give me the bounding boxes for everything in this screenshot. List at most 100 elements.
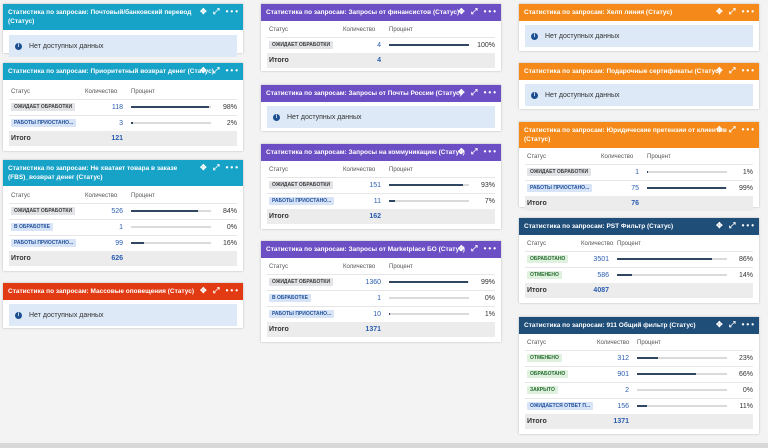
expand-icon[interactable]: ⤢ (212, 66, 222, 75)
column-header-status[interactable]: Статус (269, 263, 288, 270)
count-value[interactable]: 99 (83, 234, 129, 251)
column-header-count[interactable]: Количество (85, 192, 118, 199)
column-header-status[interactable]: Статус (269, 26, 288, 33)
move-icon[interactable]: ✥ (458, 88, 467, 97)
column-header-count[interactable]: Количество (85, 88, 118, 95)
column-header-percent[interactable]: Процент (647, 153, 671, 160)
expand-icon[interactable]: ⤢ (212, 286, 222, 295)
column-header-count[interactable]: Количество (343, 263, 376, 270)
more-menu-icon[interactable]: ••• (741, 320, 756, 329)
move-icon[interactable]: ✥ (716, 7, 725, 16)
count-value[interactable]: 526 (83, 202, 129, 219)
widget-header[interactable]: Статистика по запросам: 911 Общий фильтр… (519, 317, 759, 334)
table-row[interactable]: РАБОТЫ ПРИОСТАНО... 3 2% (9, 114, 237, 131)
table-row[interactable]: ОЖИДАЕТ ОБРАБОТКИ 151 93% (267, 176, 495, 193)
more-menu-icon[interactable]: ••• (225, 66, 240, 75)
table-row[interactable]: ОЖИДАЕТ ОБРАБОТКИ 1 1% (525, 163, 753, 180)
count-value[interactable]: 586 (579, 266, 615, 283)
column-header-status[interactable]: Статус (11, 88, 30, 95)
table-row[interactable]: ЗАКРЫТО 2 0% (525, 381, 753, 398)
count-value[interactable]: 4 (341, 36, 387, 53)
table-row[interactable]: ОТМЕНЕНО 312 23% (525, 349, 753, 366)
move-icon[interactable]: ✥ (458, 147, 467, 156)
column-header-count[interactable]: Количество (343, 26, 376, 33)
table-row[interactable]: РАБОТЫ ПРИОСТАНО... 99 16% (9, 234, 237, 251)
more-menu-icon[interactable]: ••• (225, 286, 240, 295)
column-header-percent[interactable]: Процент (131, 192, 155, 199)
move-icon[interactable]: ✥ (716, 66, 725, 75)
count-value[interactable]: 312 (595, 349, 635, 366)
count-value[interactable]: 156 (595, 397, 635, 414)
count-value[interactable]: 3501 (579, 250, 615, 267)
table-row[interactable]: ОБРАБОТАНО 901 66% (525, 365, 753, 382)
total-value[interactable]: 4087 (579, 283, 615, 298)
more-menu-icon[interactable]: ••• (483, 88, 498, 97)
table-row[interactable]: ОЖИДАЕТ ОБРАБОТКИ 1360 99% (267, 273, 495, 290)
more-menu-icon[interactable]: ••• (225, 163, 240, 172)
total-value[interactable]: 121 (83, 131, 129, 146)
table-row[interactable]: РАБОТЫ ПРИОСТАНО... 10 1% (267, 305, 495, 322)
total-value[interactable]: 1371 (341, 322, 387, 337)
more-menu-icon[interactable]: ••• (225, 7, 240, 16)
count-value[interactable]: 901 (595, 365, 635, 382)
more-menu-icon[interactable]: ••• (741, 125, 756, 134)
widget-header[interactable]: Статистика по запросам: Приоритетный воз… (3, 63, 243, 80)
more-menu-icon[interactable]: ••• (741, 221, 756, 230)
widget-header[interactable]: Статистика по запросам: Запросы от Marke… (261, 241, 501, 258)
move-icon[interactable]: ✥ (458, 7, 467, 16)
count-value[interactable]: 118 (83, 98, 129, 115)
column-header-count[interactable]: Количество (597, 339, 630, 346)
move-icon[interactable]: ✥ (716, 221, 725, 230)
table-row[interactable]: РАБОТЫ ПРИОСТАНО... 11 7% (267, 192, 495, 209)
widget-header[interactable]: Статистика по запросам: Не хватает товар… (3, 160, 243, 186)
expand-icon[interactable]: ⤢ (470, 7, 480, 16)
move-icon[interactable]: ✥ (200, 286, 209, 295)
column-header-percent[interactable]: Процент (389, 26, 413, 33)
expand-icon[interactable]: ⤢ (728, 125, 738, 134)
move-icon[interactable]: ✥ (200, 66, 209, 75)
count-value[interactable]: 10 (341, 305, 387, 322)
widget-header[interactable]: Статистика по запросам: Массовые оповеще… (3, 283, 243, 300)
expand-icon[interactable]: ⤢ (470, 147, 480, 156)
table-row[interactable]: ОЖИДАЕТ ОБРАБОТКИ 4 100% (267, 36, 495, 53)
column-header-status[interactable]: Статус (527, 240, 546, 247)
column-header-count[interactable]: Количество (343, 166, 376, 173)
count-value[interactable]: 151 (341, 176, 387, 193)
count-value[interactable]: 1 (599, 163, 645, 180)
count-value[interactable]: 75 (599, 179, 645, 196)
table-row[interactable]: ОТМЕНЕНО 586 14% (525, 266, 753, 283)
expand-icon[interactable]: ⤢ (728, 320, 738, 329)
column-header-percent[interactable]: Процент (637, 339, 661, 346)
expand-icon[interactable]: ⤢ (212, 163, 222, 172)
table-row[interactable]: РАБОТЫ ПРИОСТАНО... 75 99% (525, 179, 753, 196)
column-header-status[interactable]: Статус (527, 153, 546, 160)
widget-header[interactable]: Статистика по запросам: Запросы на комму… (261, 144, 501, 161)
table-row[interactable]: ОЖИДАЕТ ОБРАБОТКИ 118 98% (9, 98, 237, 115)
column-header-count[interactable]: Количество (581, 240, 614, 247)
widget-header[interactable]: Статистика по запросам: Юридические прет… (519, 122, 759, 148)
expand-icon[interactable]: ⤢ (470, 88, 480, 97)
table-row[interactable]: В ОБРАБОТКЕ 1 0% (267, 289, 495, 306)
column-header-status[interactable]: Статус (11, 192, 30, 199)
column-header-status[interactable]: Статус (527, 339, 546, 346)
table-row[interactable]: ОЖИДАЕТ ОБРАБОТКИ 526 84% (9, 202, 237, 219)
expand-icon[interactable]: ⤢ (470, 244, 480, 253)
widget-header[interactable]: Статистика по запросам: Хелп линия (Стат… (519, 4, 759, 21)
total-value[interactable]: 76 (599, 196, 645, 211)
widget-header[interactable]: Статистика по запросам: Почтовый/банковс… (3, 4, 243, 30)
total-value[interactable]: 162 (341, 209, 387, 224)
expand-icon[interactable]: ⤢ (728, 66, 738, 75)
move-icon[interactable]: ✥ (200, 163, 209, 172)
widget-header[interactable]: Статистика по запросам: Подарочные серти… (519, 63, 759, 80)
column-header-status[interactable]: Статус (269, 166, 288, 173)
move-icon[interactable]: ✥ (716, 320, 725, 329)
column-header-percent[interactable]: Процент (389, 263, 413, 270)
count-value[interactable]: 1360 (341, 273, 387, 290)
widget-header[interactable]: Статистика по запросам: Запросы от финан… (261, 4, 501, 21)
table-row[interactable]: ОЖИДАЕТСЯ ОТВЕТ П... 156 11% (525, 397, 753, 414)
more-menu-icon[interactable]: ••• (741, 66, 756, 75)
column-header-count[interactable]: Количество (601, 153, 634, 160)
expand-icon[interactable]: ⤢ (728, 221, 738, 230)
count-value[interactable]: 11 (341, 192, 387, 209)
more-menu-icon[interactable]: ••• (483, 7, 498, 16)
